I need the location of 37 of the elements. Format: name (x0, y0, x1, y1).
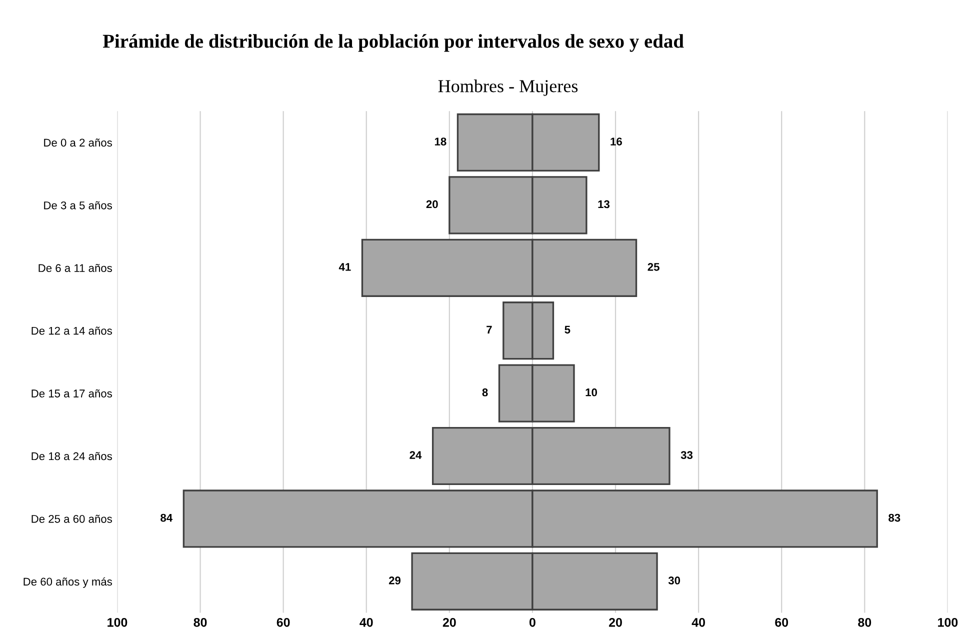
x-tick-label: 0 (529, 618, 536, 627)
data-label: 30 (668, 576, 680, 584)
data-label: 18 (434, 138, 446, 146)
x-tick-label: 100 (938, 618, 958, 627)
x-tick-label: 20 (442, 618, 456, 627)
y-tick-label: De 18 a 24 años (32, 452, 112, 460)
data-label: 25 (648, 263, 660, 271)
data-label: 33 (680, 451, 693, 460)
y-tick-label: De 0 a 2 años (44, 138, 112, 147)
x-tick-label: 100 (108, 618, 128, 627)
data-label: 83 (888, 514, 900, 522)
y-tick-label: De 3 a 5 años (44, 201, 112, 210)
x-tick-label: 80 (858, 618, 872, 627)
data-label: 20 (426, 200, 438, 208)
y-tick-label: De 12 a 14 años (32, 326, 112, 335)
y-tick-label: De 15 a 17 años (32, 389, 112, 398)
data-label: 84 (160, 514, 173, 522)
data-label: 24 (410, 451, 422, 459)
x-tick-label: 20 (608, 618, 622, 627)
data-label: 41 (338, 263, 351, 271)
x-tick-label: 60 (276, 618, 290, 627)
x-tick-label: 40 (360, 618, 373, 627)
x-tick-label: 80 (194, 618, 207, 627)
y-tick-label: De 6 a 11 años (38, 264, 112, 272)
data-label: 13 (598, 200, 610, 208)
data-label: 29 (388, 576, 401, 584)
data-label: 8 (482, 388, 488, 396)
y-tick-label: De 25 a 60 años (32, 514, 112, 523)
data-label: 10 (586, 388, 597, 396)
data-label: 16 (610, 138, 622, 146)
chart-title: Pirámide de distribución de la población por intervalos de sexo y edad (102, 34, 684, 52)
y-tick-label: De 60 años y más (24, 577, 112, 588)
data-label: 7 (486, 326, 492, 334)
data-label: 5 (564, 326, 570, 334)
x-tick-label: 40 (692, 618, 705, 627)
x-tick-label: 60 (775, 618, 788, 627)
chart-subtitle: Hombres - Mujeres (438, 80, 578, 96)
